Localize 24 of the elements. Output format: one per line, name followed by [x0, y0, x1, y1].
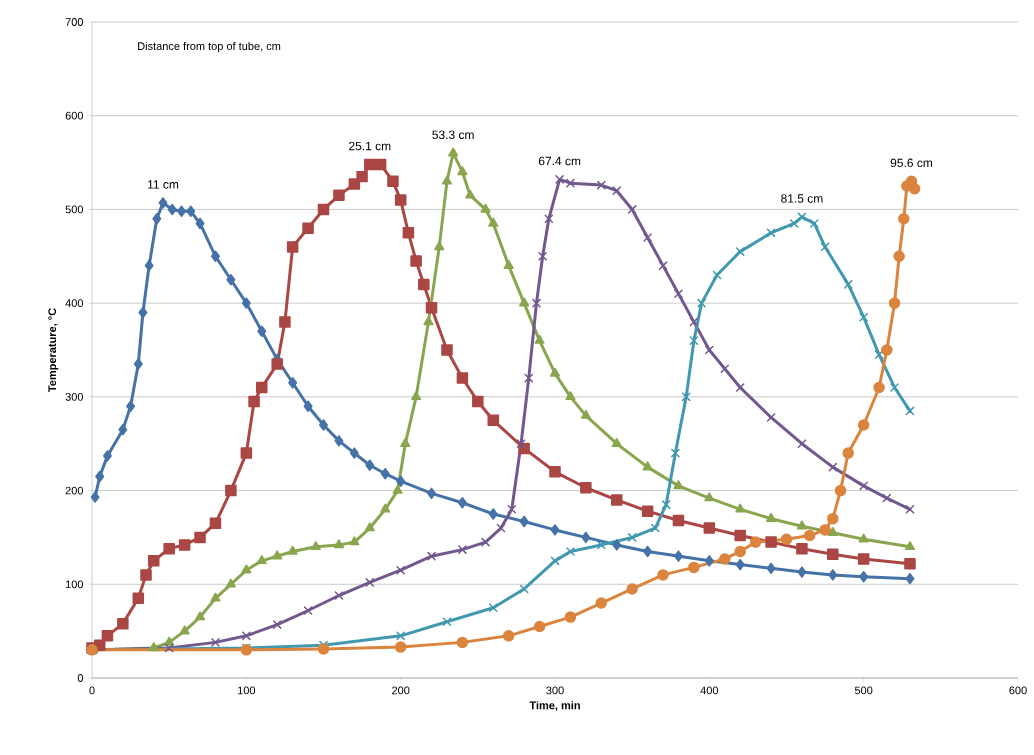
series-label: 25.1 cm — [349, 141, 391, 151]
y-tick-label: 100 — [65, 580, 84, 589]
y-tick-label: 400 — [65, 299, 84, 308]
y-tick-label: 300 — [65, 392, 84, 401]
x-tick-label: 100 — [237, 686, 256, 695]
x-tick-label: 500 — [854, 686, 873, 695]
series-label: 95.6 cm — [890, 158, 933, 168]
y-tick-label: 200 — [65, 486, 84, 495]
series-label: 67.4 cm — [538, 156, 581, 166]
y-tick-label: 600 — [65, 111, 84, 120]
x-tick-label: 600 — [1009, 686, 1027, 695]
x-tick-label: 0 — [89, 686, 95, 695]
x-axis-title: Time, min — [529, 701, 580, 711]
x-tick-label: 300 — [546, 686, 564, 695]
series-label: 53.3 cm — [432, 130, 474, 139]
y-tick-label: 0 — [77, 674, 84, 682]
series-label: 81.5 cm — [781, 194, 823, 203]
annotation: Distance from top of tube, cm — [138, 41, 281, 53]
series-label: 11 cm — [148, 180, 179, 189]
y-tick-label: 700 — [65, 18, 84, 26]
y-tick-label: 500 — [65, 205, 84, 214]
x-tick-label: 400 — [700, 686, 719, 695]
x-tick-label: 200 — [392, 686, 410, 695]
y-axis-title: Temperature, °C — [48, 308, 59, 392]
